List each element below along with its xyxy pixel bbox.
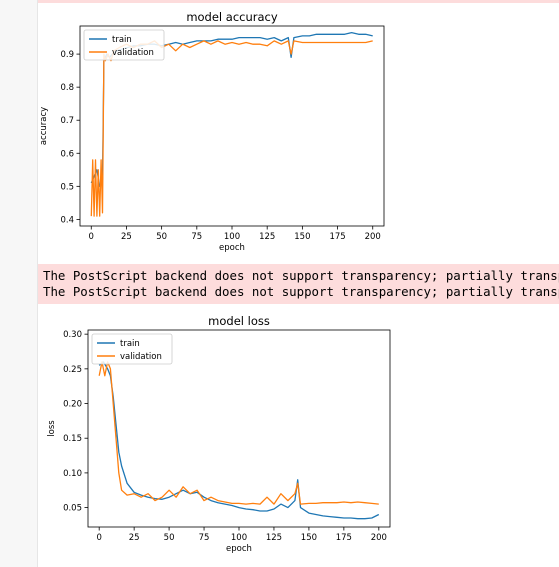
legend-entry: train xyxy=(112,35,132,45)
legend-entry: train xyxy=(120,339,140,349)
accuracy-chart: model accuracy 0 25 50 75 100 125 150 175 200 0.4 0… xyxy=(40,10,385,253)
y-tick-label: 0.05 xyxy=(63,504,82,514)
x-tick-label: 75 xyxy=(191,232,202,242)
loss-chart: model loss 0 25 50 75 100 125 150 175 200 0.05 0.10… xyxy=(47,314,391,554)
x-tick-label: 25 xyxy=(129,533,140,543)
series-line-validation xyxy=(90,40,373,217)
warning-line: The PostScript backend does not support … xyxy=(43,284,559,299)
x-tick-label: 150 xyxy=(294,232,310,242)
y-axis-label: accuracy xyxy=(40,107,49,145)
legend-entry: validation xyxy=(120,352,162,362)
x-tick-label: 50 xyxy=(156,232,167,242)
legend-entry: validation xyxy=(112,48,154,58)
x-tick-label: 0 xyxy=(96,533,101,543)
y-tick-label: 0.7 xyxy=(60,116,74,126)
x-tick-label: 175 xyxy=(336,533,352,543)
x-tick-label: 150 xyxy=(301,533,317,543)
x-tick-label: 0 xyxy=(89,232,94,242)
y-tick-label: 0.8 xyxy=(60,83,74,93)
chart-title: model accuracy xyxy=(186,10,278,24)
y-tick-label: 0.10 xyxy=(63,469,82,479)
y-tick-label: 0.5 xyxy=(60,182,74,192)
stderr-output: The PostScript backend does not support … xyxy=(38,264,559,304)
x-tick-label: 200 xyxy=(365,232,381,242)
legend: train validation xyxy=(83,29,165,61)
x-tick-label: 75 xyxy=(199,533,210,543)
y-tick-label: 0.30 xyxy=(63,330,82,340)
y-tick-label: 0.25 xyxy=(63,365,82,375)
warning-line: The PostScript backend does not support … xyxy=(43,268,559,283)
x-tick-label: 25 xyxy=(121,232,132,242)
cell-gutter xyxy=(0,0,38,567)
x-tick-label: 100 xyxy=(224,232,240,242)
x-tick-label: 200 xyxy=(371,533,387,543)
chart-title: model loss xyxy=(208,314,270,328)
y-tick-label: 0.6 xyxy=(60,149,74,159)
y-tick-label: 0.15 xyxy=(63,434,82,444)
series-line-train xyxy=(98,361,380,520)
y-tick-label: 0.20 xyxy=(63,400,82,410)
y-axis-label: loss xyxy=(47,420,57,437)
y-tick-label: 0.4 xyxy=(60,215,74,225)
legend: train validation xyxy=(91,333,173,365)
x-tick-label: 125 xyxy=(259,232,275,242)
stderr-output-top xyxy=(38,0,559,3)
x-axis-label: epoch xyxy=(226,544,252,554)
x-axis-label: epoch xyxy=(219,243,245,253)
x-tick-label: 100 xyxy=(231,533,247,543)
x-tick-label: 175 xyxy=(329,232,345,242)
x-tick-label: 125 xyxy=(266,533,282,543)
y-tick-label: 0.9 xyxy=(60,50,74,60)
x-tick-label: 50 xyxy=(164,533,175,543)
series-line-validation xyxy=(98,361,379,505)
